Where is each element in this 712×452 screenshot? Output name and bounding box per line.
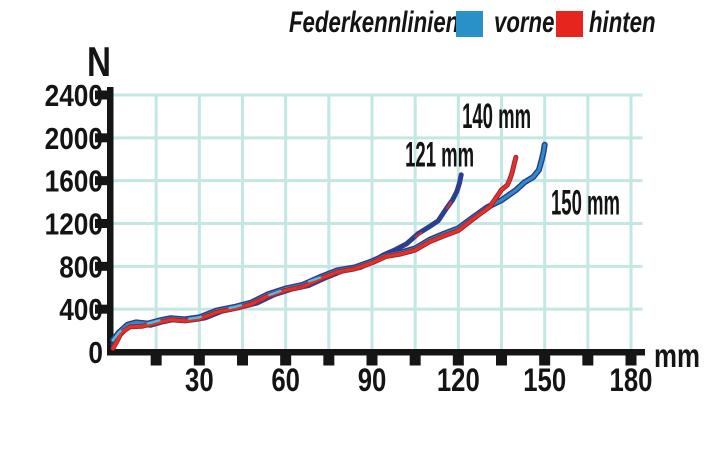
y-axis-tick — [95, 176, 108, 186]
legend-swatch-hinten — [556, 11, 583, 37]
travel-annotation: 121 mm — [405, 135, 474, 174]
x-axis-tick — [539, 355, 551, 366]
y-axis-tick — [95, 219, 108, 229]
y-tick-label: 400 — [59, 292, 103, 327]
y-axis-tick — [95, 304, 108, 314]
y-axis-tick — [95, 133, 108, 143]
x-tick-label: 90 — [358, 362, 387, 398]
y-tick-label: 1200 — [45, 207, 103, 242]
legend-swatch-vorne — [456, 11, 483, 37]
x-axis-tick — [280, 355, 292, 366]
x-axis-line — [107, 349, 645, 356]
x-axis-tick — [150, 355, 162, 366]
y-tick-label: 0 — [88, 335, 103, 370]
x-axis-tick — [582, 355, 594, 366]
x-axis-tick — [323, 355, 335, 366]
travel-annotation: 150 mm — [551, 184, 620, 223]
x-axis-tick — [625, 355, 637, 366]
travel-annotation: 140 mm — [462, 97, 531, 136]
y-tick-label: 2000 — [45, 121, 103, 156]
curve-vorne-highlight — [111, 276, 322, 342]
x-tick-label: 180 — [610, 362, 653, 398]
x-tick-label: 30 — [185, 362, 214, 398]
y-axis-tick — [95, 90, 108, 100]
y-tick-label: 2400 — [45, 78, 103, 113]
legend-label-vorne: vorne — [494, 6, 555, 39]
y-axis-tick — [95, 261, 108, 271]
y-tick-label: 1600 — [45, 164, 103, 199]
y-tick-label: 800 — [59, 249, 103, 284]
x-axis-tick — [237, 355, 249, 366]
x-axis-tick — [366, 355, 378, 366]
x-tick-label: 60 — [271, 362, 300, 398]
x-tick-label: 150 — [523, 362, 566, 398]
curve-hinten — [111, 155, 518, 350]
legend-label-hinten: hinten — [589, 6, 656, 39]
x-axis-tick — [193, 355, 205, 366]
y-axis-line — [107, 87, 114, 356]
legend-title: Federkennlinien: — [289, 6, 467, 39]
x-axis-tick — [452, 355, 464, 366]
x-axis-tick — [496, 355, 508, 366]
y-axis-unit-label: N — [87, 38, 111, 85]
x-axis-unit-label: mm — [654, 337, 700, 374]
x-axis-tick — [409, 355, 421, 366]
x-tick-label: 120 — [437, 362, 480, 398]
